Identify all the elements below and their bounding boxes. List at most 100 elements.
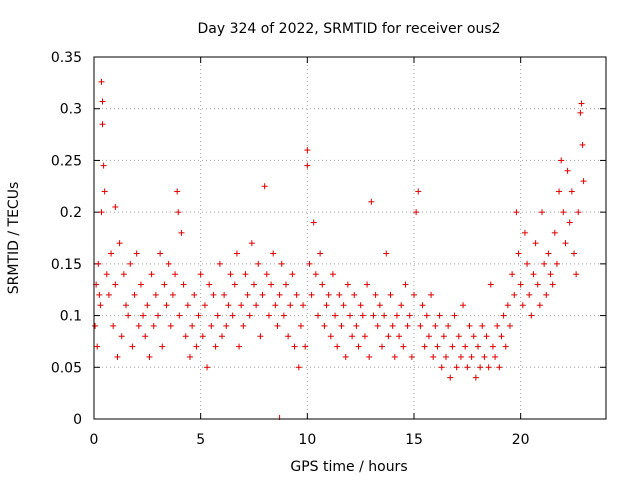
data-point [103, 271, 110, 278]
data-point [95, 260, 102, 267]
data-point [175, 209, 182, 216]
data-point [225, 302, 232, 309]
data-point [436, 312, 443, 319]
y-tick-label: 0.05 [51, 360, 82, 376]
data-point [270, 250, 277, 257]
data-point [206, 281, 213, 288]
data-point [425, 333, 432, 340]
data-point [415, 188, 422, 195]
data-point [411, 291, 417, 298]
data-point [98, 78, 105, 85]
data-point [513, 209, 520, 216]
data-point [321, 322, 328, 329]
data-point [489, 343, 496, 350]
data-point [372, 291, 379, 298]
data-point [492, 353, 499, 360]
data-point [389, 322, 396, 329]
data-point [496, 364, 503, 371]
data-point [357, 302, 364, 309]
data-point [421, 343, 428, 350]
data-point [530, 271, 537, 278]
grid [94, 57, 606, 419]
data-point [457, 353, 464, 360]
data-point [291, 343, 298, 350]
data-point [434, 343, 441, 350]
data-point [477, 364, 484, 371]
data-point [219, 333, 225, 340]
data-point [216, 260, 223, 267]
data-point [428, 291, 435, 298]
data-point [515, 250, 522, 257]
data-point [272, 302, 279, 309]
data-point [340, 302, 347, 309]
data-point [455, 333, 462, 340]
data-point [539, 209, 545, 216]
data-point [300, 302, 307, 309]
data-point [161, 281, 168, 288]
data-point [347, 312, 353, 319]
data-point [242, 271, 249, 278]
data-point [560, 209, 567, 216]
data-point [233, 250, 240, 257]
data-point [334, 343, 341, 350]
data-point [199, 333, 206, 340]
data-point [336, 291, 343, 298]
y-tick-label: 0.25 [51, 153, 82, 169]
data-point [191, 291, 198, 298]
data-point [123, 302, 129, 309]
data-point [268, 281, 275, 288]
data-point [240, 322, 247, 329]
data-point [169, 291, 176, 298]
y-axis-label: SRMTID / TECUs [6, 182, 22, 295]
data-point [110, 322, 117, 329]
data-point [325, 291, 332, 298]
y-tick-label: 0.15 [51, 257, 82, 273]
data-point [108, 250, 115, 257]
data-point [376, 302, 383, 309]
data-point [532, 240, 539, 247]
x-tick-label: 15 [405, 432, 423, 448]
data-point [131, 291, 138, 298]
data-point [204, 364, 211, 371]
data-point [355, 343, 362, 350]
data-point [253, 302, 260, 309]
data-point [315, 312, 321, 319]
data-point [208, 322, 215, 329]
data-point [319, 281, 326, 288]
data-point [129, 343, 136, 350]
data-point [157, 250, 164, 257]
data-point [201, 302, 208, 309]
data-point [487, 281, 494, 288]
data-point [359, 312, 366, 319]
data-point [263, 271, 270, 278]
data-point [498, 333, 505, 340]
data-point [276, 291, 283, 298]
data-point [566, 219, 573, 226]
data-point [125, 312, 132, 319]
data-point [438, 364, 445, 371]
plot-frame [93, 56, 607, 420]
data-point [244, 291, 251, 298]
data-point [485, 364, 492, 371]
data-point [135, 322, 142, 329]
data-point [189, 322, 196, 329]
data-point [280, 312, 287, 319]
data-point [579, 141, 586, 148]
data-point [176, 312, 183, 319]
data-point [464, 364, 471, 371]
data-point [148, 271, 155, 278]
data-point [295, 364, 302, 371]
data-point [528, 312, 535, 319]
data-point [197, 271, 204, 278]
data-point [112, 281, 119, 288]
data-point [449, 343, 456, 350]
data-point [502, 343, 509, 350]
data-point [287, 302, 294, 309]
data-point [99, 121, 106, 128]
data-point [167, 322, 174, 329]
data-point [327, 333, 334, 340]
data-point [462, 343, 469, 350]
data-point [453, 364, 460, 371]
data-point [98, 209, 105, 216]
data-point [580, 178, 587, 185]
